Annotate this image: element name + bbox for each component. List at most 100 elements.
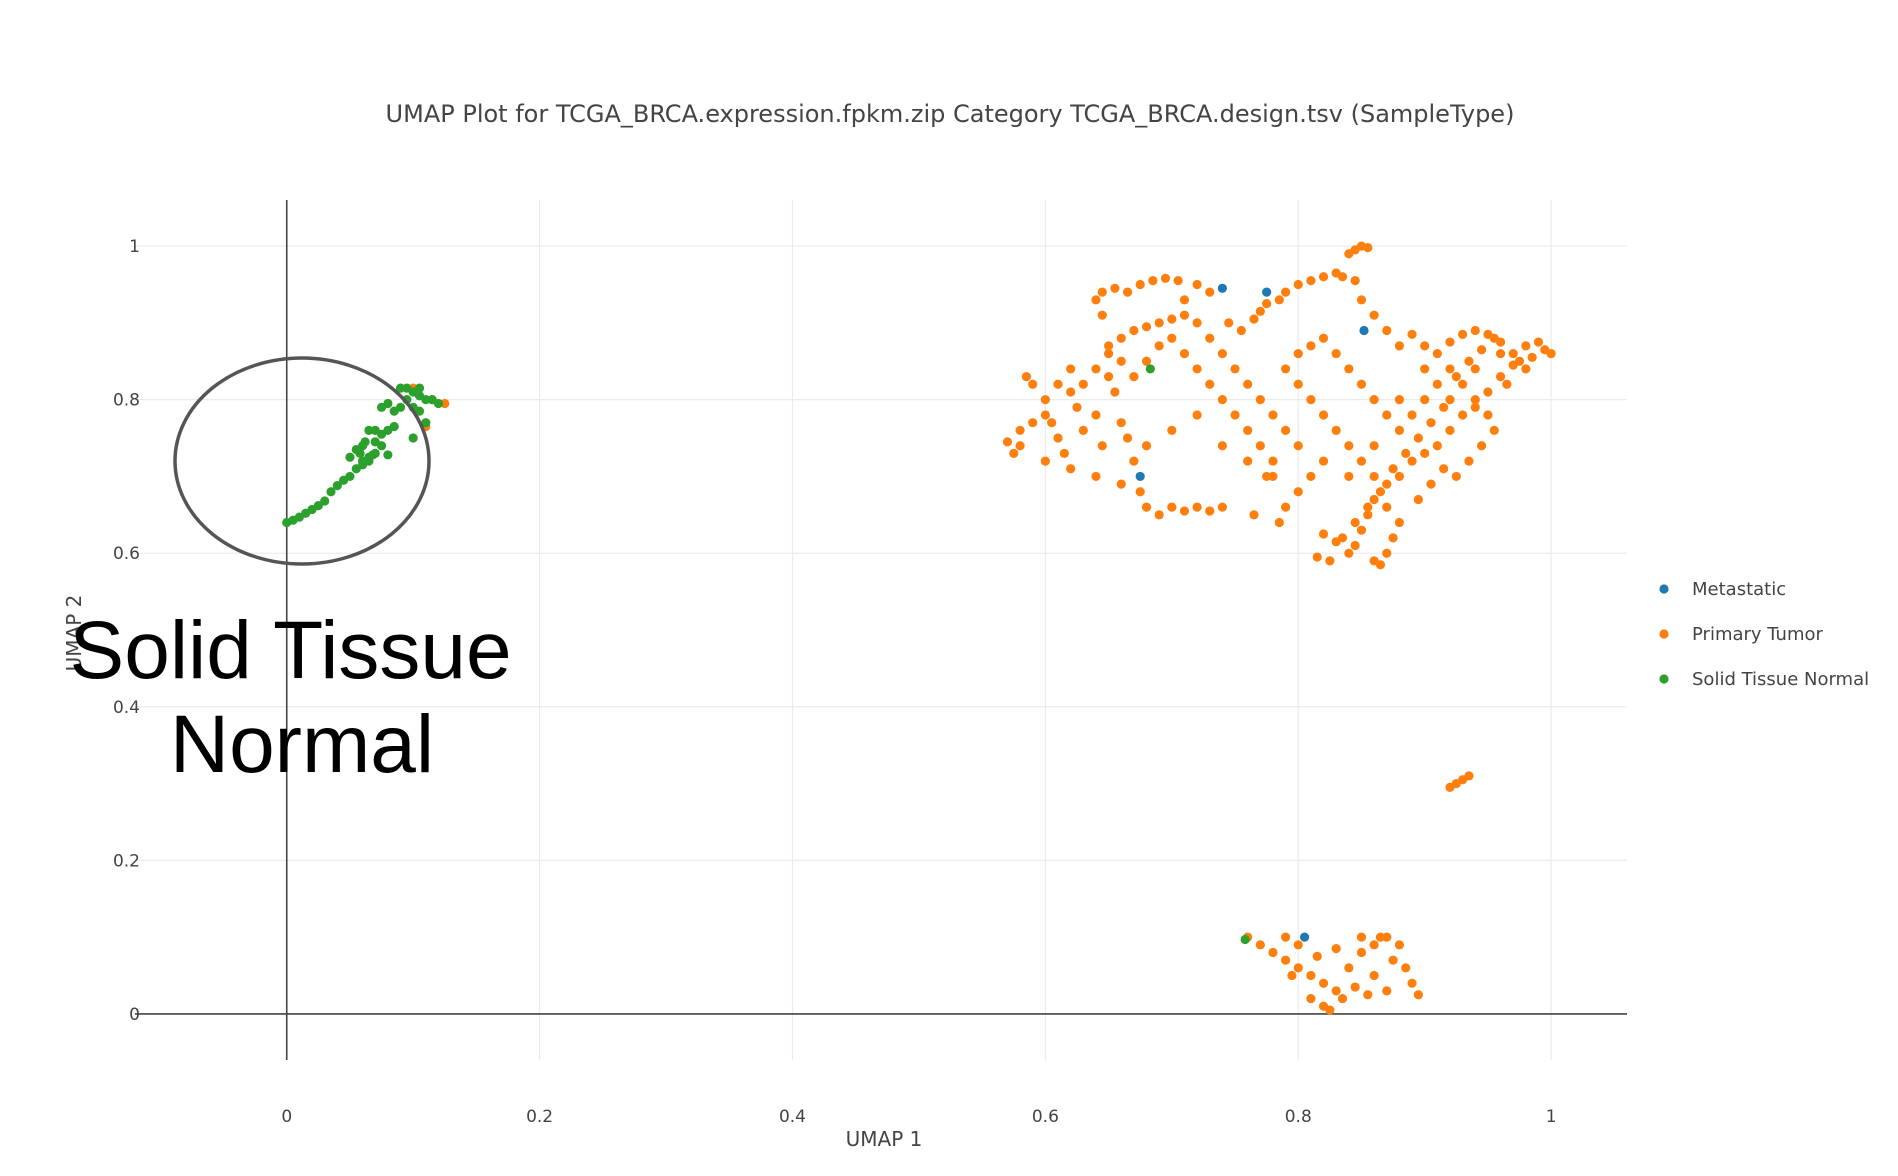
legend-marker xyxy=(1659,674,1669,684)
data-point xyxy=(1420,448,1430,458)
data-point xyxy=(1464,771,1474,781)
data-point xyxy=(1091,364,1101,374)
data-point xyxy=(1154,318,1164,328)
y-tick-label: 1 xyxy=(129,237,140,257)
series-solid-tissue-normal xyxy=(282,364,1250,945)
data-point xyxy=(1394,341,1405,351)
data-point xyxy=(1160,273,1171,283)
legend-item[interactable]: Metastatic xyxy=(1659,579,1786,600)
data-point xyxy=(1015,425,1025,435)
data-point xyxy=(1350,517,1360,528)
data-point xyxy=(1508,348,1518,359)
data-point xyxy=(1103,372,1114,382)
data-point xyxy=(1217,348,1227,359)
data-point xyxy=(1179,506,1190,516)
data-point xyxy=(1439,464,1449,474)
data-point xyxy=(1129,325,1139,336)
annotation-line: Solid Tissue xyxy=(70,605,512,696)
data-point xyxy=(1445,425,1455,435)
data-point xyxy=(1116,418,1126,428)
data-point xyxy=(1369,441,1379,451)
data-point xyxy=(1028,379,1038,389)
data-point xyxy=(1141,441,1152,451)
data-point xyxy=(1141,356,1152,366)
data-point xyxy=(1122,433,1133,443)
data-point xyxy=(1344,364,1354,374)
data-point xyxy=(1356,947,1367,958)
data-point xyxy=(1337,272,1348,282)
data-point xyxy=(1344,471,1354,482)
tick-labels: 0 0.2 0.4 0.6 0.8 1 0 0.2 0.4 0.6 0.8 1 xyxy=(113,237,1557,1127)
data-point xyxy=(1021,372,1032,382)
data-point xyxy=(1135,487,1145,497)
data-point xyxy=(1306,276,1316,286)
data-point xyxy=(1167,425,1177,435)
data-point xyxy=(1356,295,1367,305)
data-point xyxy=(1167,333,1177,343)
data-point xyxy=(364,425,374,435)
data-point xyxy=(1312,552,1322,562)
data-point xyxy=(1451,372,1461,382)
data-point xyxy=(1281,955,1291,965)
data-point xyxy=(1502,379,1512,389)
y-tick-label: 0.4 xyxy=(113,698,140,718)
data-point xyxy=(1078,379,1088,389)
data-point xyxy=(1382,548,1392,558)
data-point xyxy=(1179,295,1190,305)
data-point xyxy=(1059,448,1069,458)
data-point xyxy=(1240,934,1250,945)
data-point xyxy=(1053,433,1063,443)
data-point xyxy=(1281,287,1291,297)
data-point xyxy=(1394,471,1405,482)
data-point xyxy=(1066,464,1076,474)
x-tick-label: 0.4 xyxy=(779,1107,806,1127)
data-point xyxy=(1306,970,1316,981)
data-point xyxy=(332,481,342,491)
data-point xyxy=(1192,502,1202,512)
data-point xyxy=(383,450,393,460)
data-point xyxy=(1047,418,1057,428)
data-point xyxy=(1331,348,1341,359)
data-point xyxy=(1148,276,1158,286)
annotation-line: Normal xyxy=(170,699,434,790)
data-point xyxy=(1268,947,1278,958)
data-point xyxy=(1192,410,1202,420)
data-point xyxy=(1369,494,1379,505)
legend-item[interactable]: Solid Tissue Normal xyxy=(1659,669,1869,690)
legend-item[interactable]: Primary Tumor xyxy=(1659,624,1823,645)
data-point xyxy=(1072,402,1082,412)
data-point xyxy=(1363,990,1373,1000)
data-point xyxy=(440,398,450,409)
data-point xyxy=(1489,333,1499,343)
data-point xyxy=(1369,940,1379,950)
x-tick-label: 0.6 xyxy=(1032,1107,1059,1127)
data-point xyxy=(1394,395,1405,405)
data-point xyxy=(1489,425,1499,435)
data-point xyxy=(1293,441,1303,451)
data-point xyxy=(414,383,425,393)
data-point xyxy=(1281,932,1291,942)
data-point xyxy=(376,402,387,412)
data-point xyxy=(1179,348,1190,359)
data-point xyxy=(1249,314,1259,324)
x-tick-label: 0.2 xyxy=(526,1107,553,1127)
data-point xyxy=(1091,410,1101,420)
data-point xyxy=(345,452,355,462)
data-point xyxy=(1135,471,1145,482)
data-point xyxy=(1331,944,1341,954)
data-point xyxy=(1359,325,1369,336)
data-point xyxy=(1483,410,1493,420)
data-point xyxy=(1458,379,1468,389)
data-point xyxy=(1337,993,1348,1004)
data-point xyxy=(1388,464,1398,474)
data-point xyxy=(1426,418,1436,428)
data-point xyxy=(1318,456,1329,466)
data-point xyxy=(1413,433,1423,443)
data-point xyxy=(1205,379,1215,389)
data-point xyxy=(1167,314,1177,324)
data-point xyxy=(368,450,378,460)
data-point xyxy=(1078,425,1088,435)
data-point xyxy=(1394,517,1405,528)
legend-label: Solid Tissue Normal xyxy=(1692,669,1869,690)
